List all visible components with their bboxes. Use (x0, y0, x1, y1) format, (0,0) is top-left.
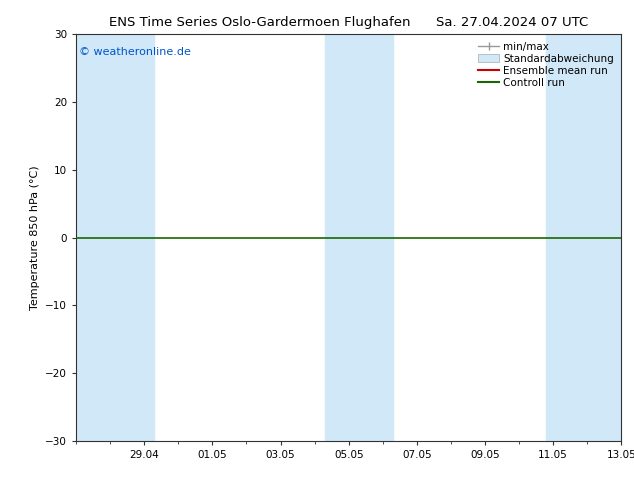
Title: ENS Time Series Oslo-Gardermoen Flughafen      Sa. 27.04.2024 07 UTC: ENS Time Series Oslo-Gardermoen Flughafe… (109, 16, 588, 29)
Y-axis label: Temperature 850 hPa (°C): Temperature 850 hPa (°C) (30, 165, 39, 310)
Bar (76, 34, 138, 441)
Bar (138, 34, 155, 441)
Legend: min/max, Standardabweichung, Ensemble mean run, Controll run: min/max, Standardabweichung, Ensemble me… (476, 40, 616, 90)
Text: © weatheronline.de: © weatheronline.de (79, 47, 191, 56)
Bar (547, 34, 621, 441)
Bar (325, 34, 393, 441)
